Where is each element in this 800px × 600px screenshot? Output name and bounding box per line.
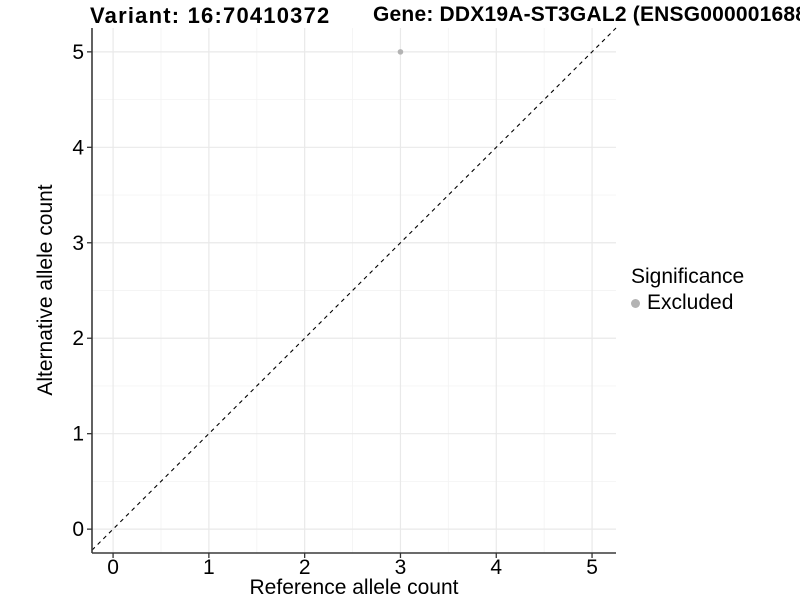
legend-item-label: Excluded [647,291,734,314]
y-tick-label: 4 [72,136,84,159]
y-axis-title: Alternative allele count [34,184,57,396]
y-tick-label: 2 [72,327,84,350]
x-tick-label: 3 [395,556,407,579]
x-tick-label: 0 [107,556,119,579]
x-tick-label: 5 [586,556,598,579]
excluded-point-icon [631,298,640,308]
data-point [397,49,404,55]
x-axis-title: Reference allele count [249,576,459,599]
x-tick-label: 1 [203,556,215,579]
legend: Significance Excluded [631,265,744,315]
identity-dashed-line [91,27,617,551]
variant-title: Variant: 16:70410372 [90,3,331,28]
x-tick-label: 2 [299,556,311,579]
gene-title: Gene: DDX19A-ST3GAL2 (ENSG00000168872 [373,3,800,26]
y-tick-label: 3 [72,232,84,255]
y-tick-label: 5 [72,41,84,64]
y-tick-label: 0 [72,518,84,541]
x-tick-label: 4 [490,556,502,579]
legend-title: Significance [631,265,745,288]
legend-item-excluded: Excluded [631,291,744,315]
y-tick-label: 1 [72,423,84,446]
